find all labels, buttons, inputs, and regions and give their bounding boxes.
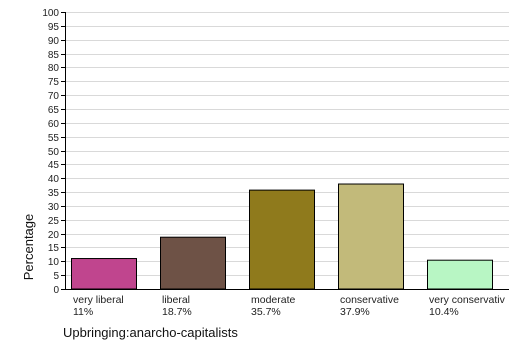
bar-liberal bbox=[160, 236, 226, 290]
bar-conservative bbox=[338, 183, 404, 290]
y-tick-label-50: 50 bbox=[48, 147, 60, 158]
category-label-4: very conservativ bbox=[429, 294, 506, 306]
category-label-2: moderate bbox=[251, 294, 296, 306]
y-tick-label-15: 15 bbox=[48, 243, 60, 254]
y-tick-label-85: 85 bbox=[48, 50, 60, 61]
value-label-0: 11% bbox=[73, 306, 93, 318]
y-tick-label-70: 70 bbox=[48, 91, 60, 102]
x-axis-label: Upbringing:anarcho-capitalists bbox=[63, 325, 238, 340]
y-tick-label-25: 25 bbox=[48, 216, 60, 227]
category-label-1: liberal bbox=[162, 294, 190, 306]
bar-very-liberal bbox=[71, 258, 137, 290]
y-tick-label-90: 90 bbox=[48, 36, 60, 47]
y-tick-label-5: 5 bbox=[53, 271, 59, 282]
value-label-4: 10.4% bbox=[429, 306, 459, 318]
category-label-3: conservative bbox=[340, 294, 399, 306]
value-label-1: 18.7% bbox=[162, 306, 192, 318]
value-label-2: 35.7% bbox=[251, 306, 281, 318]
y-tick-label-55: 55 bbox=[48, 133, 60, 144]
y-tick-label-60: 60 bbox=[48, 119, 60, 130]
y-tick-label-30: 30 bbox=[48, 202, 60, 213]
y-tick-label-80: 80 bbox=[48, 63, 60, 74]
y-tick-label-20: 20 bbox=[48, 230, 60, 241]
category-label-0: very liberal bbox=[73, 294, 124, 306]
y-tick-label-45: 45 bbox=[48, 160, 60, 171]
y-tick-label-65: 65 bbox=[48, 105, 60, 116]
y-tick-label-10: 10 bbox=[48, 257, 60, 268]
bar-very-conservativ bbox=[427, 259, 493, 290]
y-axis-label: Percentage bbox=[21, 214, 36, 281]
y-axis-ticks: 0 5 10 15 20 25 30 35 40 45 50 55 60 65 70 75 80 85 90 95 10… bbox=[42, 8, 65, 296]
y-tick-label-100: 100 bbox=[42, 8, 59, 19]
y-tick-label-40: 40 bbox=[48, 174, 60, 185]
y-tick-label-95: 95 bbox=[48, 22, 60, 33]
gridlines bbox=[65, 12, 509, 290]
y-tick-label-0: 0 bbox=[53, 285, 59, 296]
value-label-3: 37.9% bbox=[340, 306, 370, 318]
bars bbox=[71, 183, 493, 290]
bar-moderate bbox=[249, 189, 315, 290]
y-tick-label-35: 35 bbox=[48, 188, 60, 199]
y-tick-label-75: 75 bbox=[48, 77, 60, 88]
